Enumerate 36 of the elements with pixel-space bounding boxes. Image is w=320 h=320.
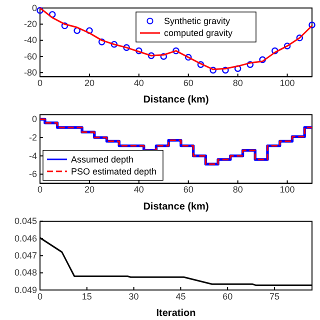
y-tick-label: 0.046 bbox=[14, 233, 37, 244]
x-tick-label: 20 bbox=[84, 184, 94, 195]
y-tick-label: -2 bbox=[28, 132, 37, 142]
y-tick-label: 0.048 bbox=[14, 268, 37, 278]
x-axis-title: Distance (km) bbox=[143, 94, 209, 106]
y-tick-label: -40 bbox=[24, 35, 37, 46]
x-tick-label: 80 bbox=[232, 184, 243, 195]
x-tick-label: 80 bbox=[232, 78, 243, 88]
y-tick-label: -80 bbox=[24, 68, 37, 78]
x-tick-label: 40 bbox=[134, 184, 144, 195]
x-tick-label: 45 bbox=[176, 291, 186, 302]
x-tick-label: 20 bbox=[84, 78, 94, 88]
legend-label: PSO estimated depth bbox=[71, 166, 157, 176]
y-tick-label: 0.045 bbox=[14, 216, 37, 226]
x-tick-label: 100 bbox=[280, 184, 295, 195]
legend-label: computed gravity bbox=[164, 28, 234, 38]
y-tick-label: -60 bbox=[24, 51, 37, 62]
x-tick-label: 40 bbox=[134, 78, 144, 88]
x-tick-label: 60 bbox=[222, 291, 233, 302]
y-tick-label: 0.047 bbox=[14, 250, 37, 261]
y-tick-label: -20 bbox=[24, 19, 37, 30]
legend-label: Synthetic gravity bbox=[164, 16, 231, 26]
x-tick-label: 15 bbox=[82, 291, 92, 302]
y-tick-label: 0 bbox=[32, 2, 37, 13]
x-axis-title: Iteration bbox=[156, 308, 196, 319]
y-tick-label: -4 bbox=[28, 150, 37, 161]
x-tick-label: 100 bbox=[280, 78, 295, 88]
legend-label: Assumed depth bbox=[71, 154, 134, 164]
y-tick-label: 0.049 bbox=[14, 284, 37, 295]
x-tick-label: 75 bbox=[269, 291, 280, 302]
y-tick-label: 0 bbox=[32, 114, 37, 124]
x-tick-label: 60 bbox=[183, 78, 194, 88]
x-axis-title: Distance (km) bbox=[143, 201, 209, 212]
x-tick-label: 30 bbox=[128, 291, 139, 302]
y-tick-label: -6 bbox=[28, 169, 37, 180]
x-tick-label: 60 bbox=[183, 184, 194, 195]
